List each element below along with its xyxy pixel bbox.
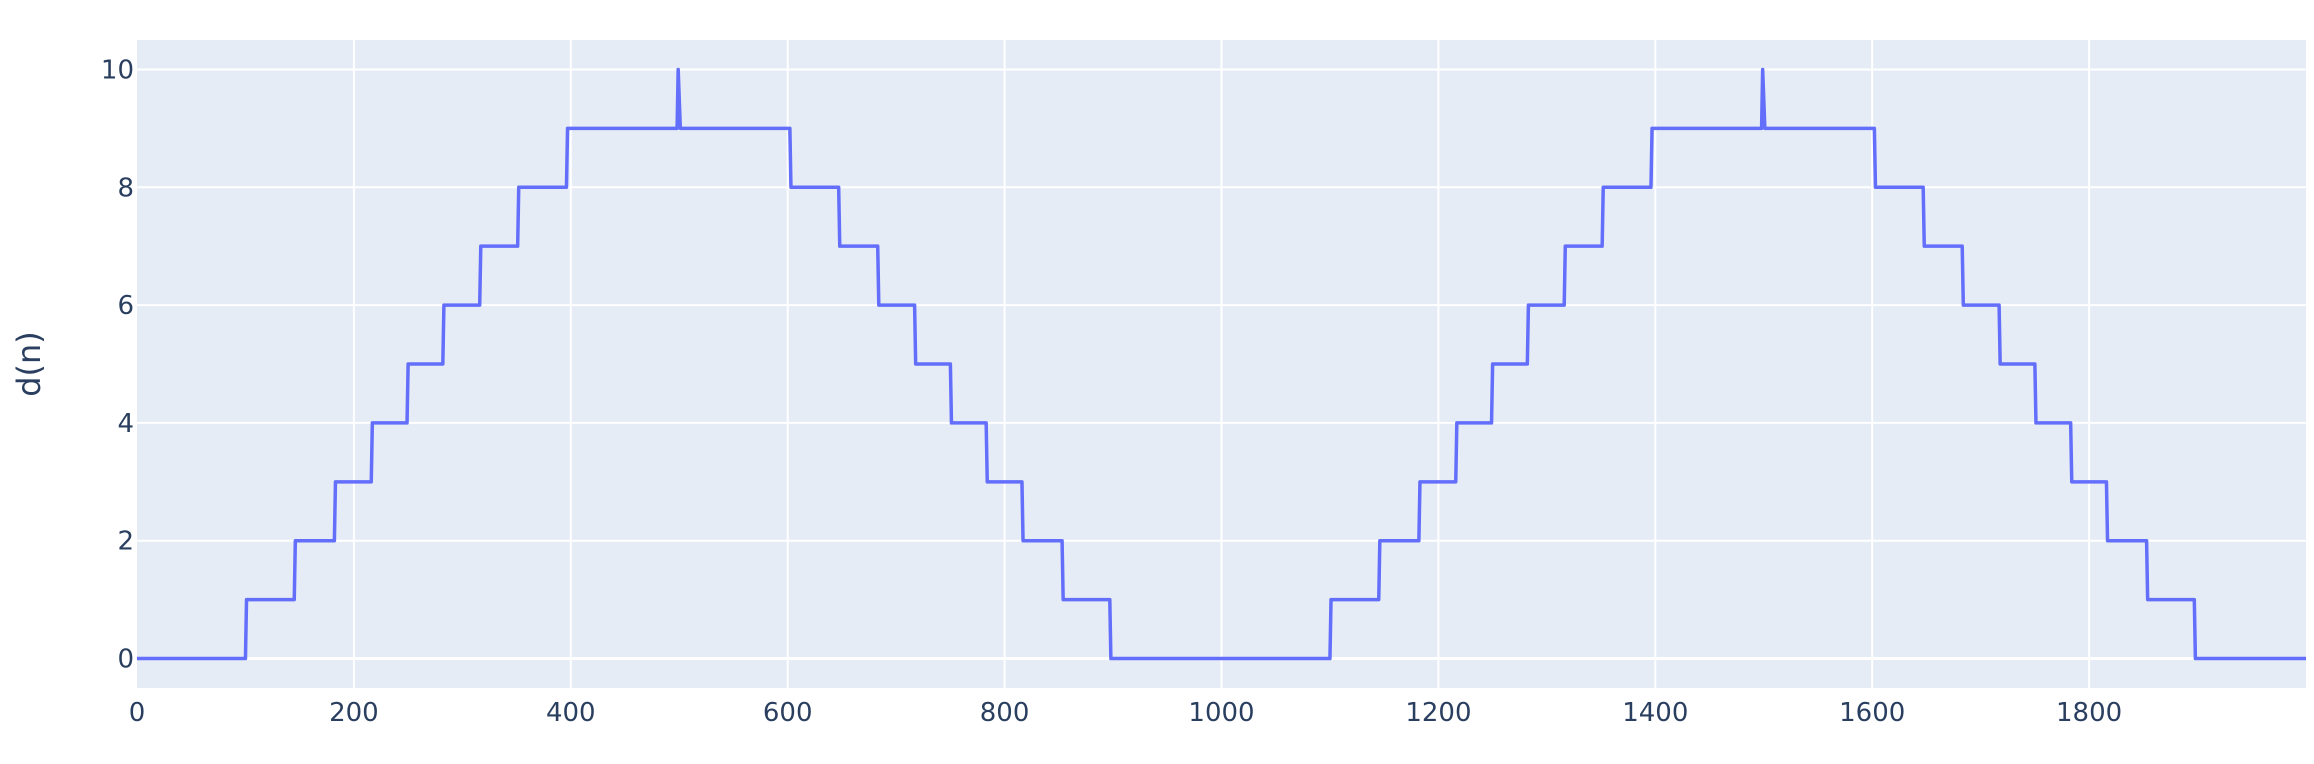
x-gridlines	[352, 40, 2091, 688]
x-tick-label: 0	[129, 698, 146, 728]
y-tick-label: 10	[101, 55, 134, 85]
y-tick-label: 8	[117, 173, 134, 203]
y-tick-label: 6	[117, 291, 134, 321]
y-tick-label: 0	[117, 645, 134, 675]
series-line	[137, 67, 2306, 661]
x-tick-labels: 0 200 400 600 800 1000 1200 1400 1600 1800	[129, 698, 2122, 728]
x-tick-label: 1000	[1188, 698, 1254, 728]
x-tick-label: 1200	[1405, 698, 1471, 728]
y-tick-labels: 0 2 4 6 8 10	[101, 55, 134, 674]
x-tick-label: 1600	[1839, 698, 1905, 728]
x-tick-label: 800	[980, 698, 1030, 728]
x-tick-label: 600	[763, 698, 813, 728]
y-tick-label: 2	[117, 527, 134, 557]
x-tick-label: 200	[329, 698, 379, 728]
x-tick-label: 1800	[2056, 698, 2122, 728]
x-tick-label: 1400	[1622, 698, 1688, 728]
y-axis-title: d(n)	[10, 331, 48, 397]
y-tick-label: 4	[117, 409, 134, 439]
x-tick-label: 400	[546, 698, 596, 728]
